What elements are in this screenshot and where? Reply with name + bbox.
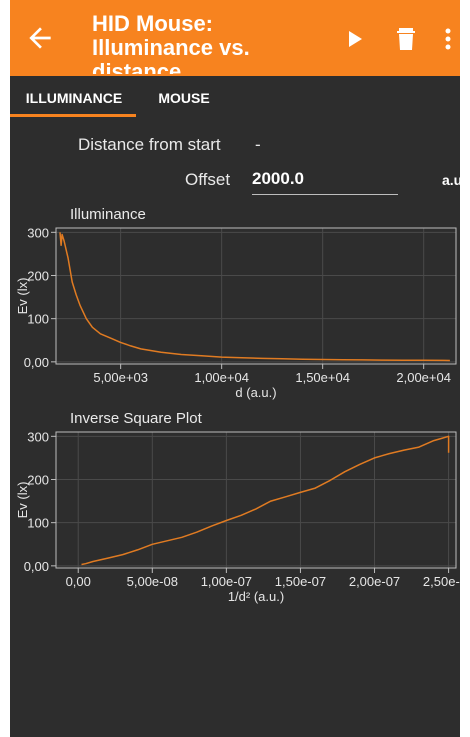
illuminance-x-axis-label: d (a.u.) [235,385,276,400]
inverse-square-x-tick-label: 0,00 [66,574,91,589]
inverse-square-x-tick-label: 2,00e-07 [349,574,400,589]
inverse-square-y-axis-label: Ev (lx) [15,482,30,519]
inverse-square-x-tick-label: 1,50e-07 [275,574,326,589]
inverse-square-y-tick-label: 300 [27,429,49,444]
offset-label: Offset [185,170,231,189]
inverse-square-x-tick-label: 2,50e-07 [423,574,460,589]
offset-input[interactable] [252,166,398,195]
tab-illuminance[interactable]: ILLUMINANCE [25,90,123,106]
app-title: HID Mouse: Illuminance vs. distance [92,12,250,74]
illuminance-x-tick-label: 1,50e+04 [295,370,350,385]
inverse-square-x-axis-label: 1/d² (a.u.) [228,589,284,604]
illuminance-y-tick-label: 0,00 [24,355,49,370]
inverse-square-x-tick-label: 1,00e-07 [201,574,252,589]
illuminance-x-tick-label: 2,00e+04 [396,370,451,385]
tab-mouse[interactable]: MOUSE [158,90,210,106]
inverse-square-chart-title: Inverse Square Plot [70,410,202,427]
offset-unit: a.u. [442,172,460,188]
inverse-square-y-tick-label: 200 [27,472,49,487]
tab-bar: ILLUMINANCE MOUSE [10,76,460,120]
illuminance-plot-frame [55,227,457,365]
more-vert-icon[interactable] [440,26,456,52]
inverse-square-series-line [81,435,450,566]
illuminance-x-tick-label: 1,00e+04 [194,370,249,385]
inverse-square-plot-frame [55,431,457,569]
trash-icon[interactable] [394,26,418,52]
illuminance-y-axis-label: Ev (lx) [15,278,30,315]
illuminance-chart-title: Illuminance [70,206,146,223]
tab-indicator [10,114,136,117]
illuminance-y-tick-label: 200 [27,268,49,283]
illuminance-y-tick-label: 100 [27,312,49,327]
illuminance-series-line [59,232,450,362]
distance-value: - [255,135,261,154]
inverse-square-x-tick-label: 5,00e-08 [127,574,178,589]
illuminance-chart: 5,00e+03 1,00e+04 1,50e+04 2,00e+04 0,00 100 2… [15,225,457,400]
app-screen: HID Mouse: Illuminance vs. distance ILLU… [10,0,460,737]
inverse-square-y-tick-label: 0,00 [24,559,49,574]
illuminance-y-tick-label: 300 [27,225,49,240]
app-bar: HID Mouse: Illuminance vs. distance [10,0,460,76]
arrow-back-icon[interactable] [24,22,56,54]
distance-label: Distance from start [78,135,221,154]
play-icon[interactable] [342,27,366,51]
inverse-square-chart: 0,00 5,00e-08 1,00e-07 1,50e-07 2,00e-07 2,50… [15,429,460,604]
inverse-square-y-tick-label: 100 [27,516,49,531]
illuminance-x-tick-label: 5,00e+03 [93,370,148,385]
